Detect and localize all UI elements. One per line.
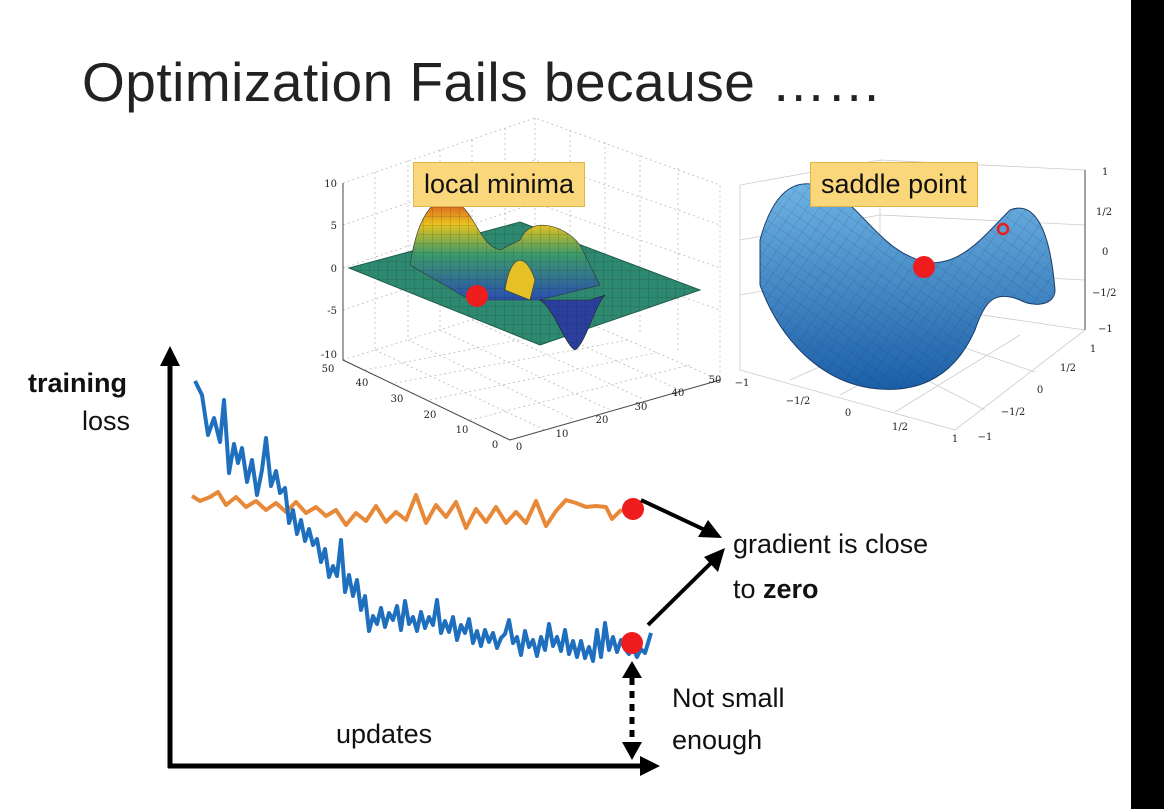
loss-chart: [160, 346, 725, 776]
blue-end-dot: [621, 632, 643, 654]
y-axis-arrow-icon: [160, 346, 180, 366]
local-minima-label: local minima: [413, 162, 586, 207]
local-minimum-dot: [466, 285, 488, 307]
x-tick: 0: [516, 442, 522, 453]
z-tick: 0: [331, 264, 337, 275]
saddle-y-tick: 1: [1090, 344, 1096, 355]
local-minima-plot: 10 5 0 -5 -10 50 40 30 20 10 0 0 10 20 3…: [321, 117, 722, 453]
x-axis-arrow-icon: [640, 756, 660, 776]
saddle-point-dot: [913, 256, 935, 278]
saddle-z-tick: 0: [1102, 247, 1108, 258]
saddle-z-tick: 1: [1102, 167, 1108, 178]
orange-end-dot: [622, 498, 644, 520]
y-tick: 30: [391, 394, 404, 405]
saddle-x-tick: 0: [845, 408, 851, 419]
arrow-head-bottom-icon: [704, 548, 725, 572]
not-small-annotation-line2: enough: [672, 725, 763, 755]
z-tick: -5: [327, 306, 337, 317]
x-tick: 40: [672, 388, 685, 399]
z-tick: 10: [324, 179, 337, 190]
x-tick: 20: [596, 415, 609, 426]
saddle-z-tick: −1: [1098, 324, 1113, 335]
z-tick: 5: [331, 221, 337, 232]
gradient-annotation-line1: gradient is close: [733, 529, 929, 559]
right-edge-bar: [1131, 0, 1164, 809]
gap-arrow-down-icon: [622, 742, 642, 760]
x-tick: 30: [635, 402, 648, 413]
y-tick: 50: [322, 364, 335, 375]
orange-loss-curve: [190, 490, 633, 530]
y-tick: 40: [356, 378, 369, 389]
y-axis-label: loss: [82, 406, 131, 436]
saddle-z-tick: 1/2: [1096, 207, 1112, 218]
saddle-y-tick: 1/2: [1060, 363, 1076, 374]
y-tick: 0: [492, 440, 498, 451]
arrow-line-top: [640, 498, 706, 532]
saddle-x-tick: 1: [952, 434, 958, 445]
saddle-y-tick: −1: [978, 432, 993, 443]
arrow-head-top-icon: [698, 520, 722, 538]
saddle-edge-marker: [996, 222, 1010, 236]
blue-loss-curve: [193, 380, 653, 663]
gap-arrow-up-icon: [622, 661, 642, 678]
gradient-annotation-line2: to zero: [733, 574, 819, 605]
saddle-y-tick: −1/2: [1001, 407, 1025, 418]
x-axis-label: updates: [336, 719, 433, 749]
saddle-x-tick: −1: [735, 378, 750, 389]
slide-title: Optimization Fails because ……: [82, 51, 883, 113]
y-tick: 10: [456, 425, 469, 436]
arrow-line-bottom: [646, 558, 716, 627]
saddle-y-tick: 0: [1037, 385, 1043, 396]
saddle-x-tick: −1/2: [786, 396, 810, 407]
z-tick: -10: [321, 350, 337, 361]
x-tick: 10: [556, 429, 569, 440]
gradient-annotation-to: to: [733, 574, 764, 604]
y-tick: 20: [424, 410, 437, 421]
saddle-x-tick: 1/2: [892, 422, 908, 433]
x-tick: 50: [709, 375, 722, 386]
saddle-z-tick: −1/2: [1092, 288, 1116, 299]
not-small-annotation-line1: Not small: [672, 683, 785, 713]
saddle-point-label: saddle point: [810, 162, 978, 207]
gradient-annotation-zero: zero: [763, 574, 819, 604]
y-axis-label-bold: training: [28, 368, 127, 398]
